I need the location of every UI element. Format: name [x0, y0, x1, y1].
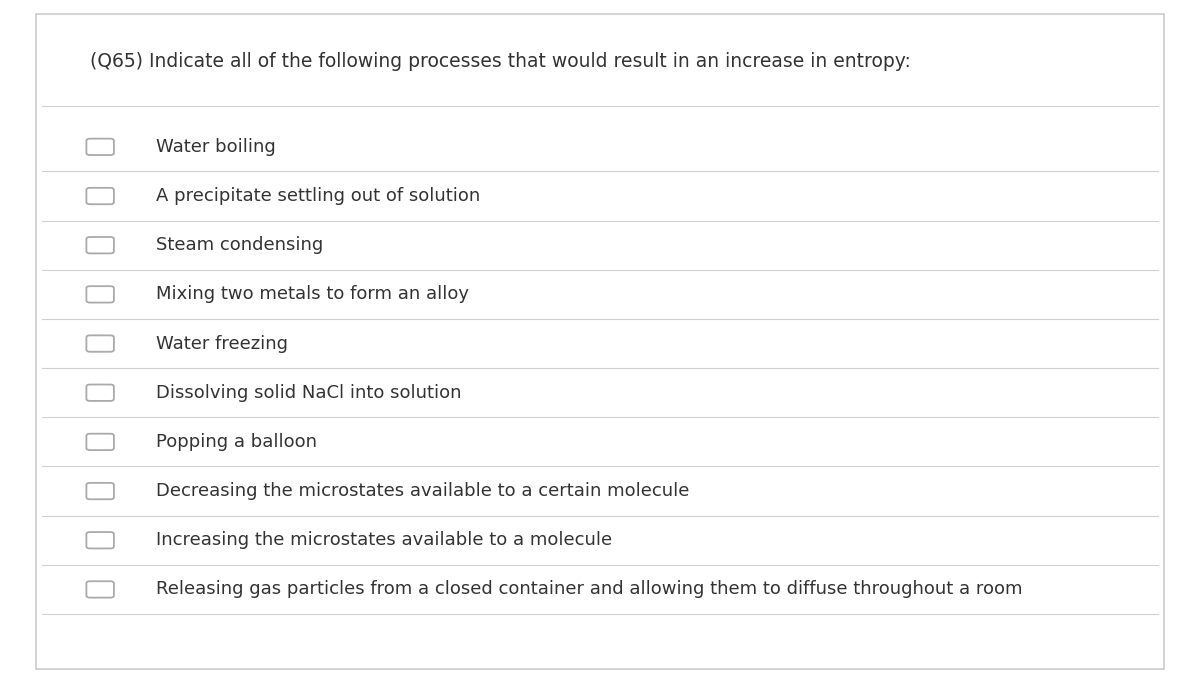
Text: (Q65) Indicate all of the following processes that would result in an increase i: (Q65) Indicate all of the following proc… — [90, 52, 911, 71]
FancyBboxPatch shape — [86, 532, 114, 548]
Text: Decreasing the microstates available to a certain molecule: Decreasing the microstates available to … — [156, 482, 689, 500]
Text: Popping a balloon: Popping a balloon — [156, 433, 317, 451]
FancyBboxPatch shape — [36, 14, 1164, 669]
Text: Releasing gas particles from a closed container and allowing them to diffuse thr: Releasing gas particles from a closed co… — [156, 581, 1022, 598]
FancyBboxPatch shape — [86, 385, 114, 401]
FancyBboxPatch shape — [86, 286, 114, 303]
Text: Mixing two metals to form an alloy: Mixing two metals to form an alloy — [156, 285, 469, 303]
FancyBboxPatch shape — [86, 139, 114, 155]
FancyBboxPatch shape — [86, 188, 114, 204]
Text: Dissolving solid NaCl into solution: Dissolving solid NaCl into solution — [156, 384, 462, 402]
Text: A precipitate settling out of solution: A precipitate settling out of solution — [156, 187, 480, 205]
Text: Water boiling: Water boiling — [156, 138, 276, 156]
Text: Increasing the microstates available to a molecule: Increasing the microstates available to … — [156, 531, 612, 549]
FancyBboxPatch shape — [86, 335, 114, 352]
FancyBboxPatch shape — [86, 434, 114, 450]
FancyBboxPatch shape — [86, 581, 114, 598]
Text: Steam condensing: Steam condensing — [156, 236, 323, 254]
FancyBboxPatch shape — [86, 483, 114, 499]
FancyBboxPatch shape — [86, 237, 114, 253]
Text: Water freezing: Water freezing — [156, 335, 288, 352]
